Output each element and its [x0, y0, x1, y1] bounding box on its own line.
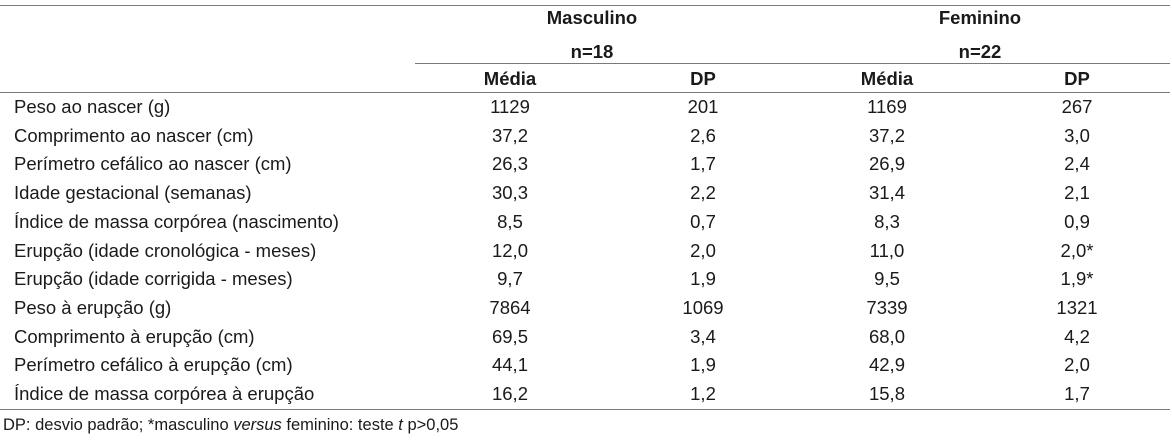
table-cell: 1,7	[1064, 383, 1090, 404]
table-cell: 1,9*	[1060, 268, 1094, 290]
table-cell: 3,4	[690, 325, 716, 347]
table-cell: 267	[1061, 96, 1093, 117]
table-cell: 9,5	[874, 268, 900, 290]
row-label: Índice de massa corpórea à erupção	[14, 383, 315, 404]
table-cell: 201	[687, 96, 719, 117]
col-header-dp-masc: DP	[690, 68, 716, 89]
table-footnote: DP: desvio padrão; *masculino versus fem…	[3, 414, 458, 436]
row-label: Peso à erupção (g)	[14, 296, 172, 318]
footnote-text: p>0,05	[402, 416, 459, 434]
table-cell: 30,3	[491, 182, 528, 204]
table-cell: 37,2	[491, 124, 528, 146]
col-header-media-fem: Média	[860, 68, 914, 89]
row-label: Comprimento à erupção (cm)	[14, 325, 255, 347]
table-cell: 4,2	[1064, 325, 1090, 347]
table-cell: 68,0	[868, 325, 905, 347]
table-cell: 69,5	[491, 325, 528, 347]
table-cell: 26,3	[491, 153, 528, 175]
table-cell: 1,7	[690, 153, 716, 175]
table-cell: 3,0	[1064, 124, 1090, 146]
group-header-feminino: Feminino	[938, 7, 1022, 28]
group-rule	[415, 63, 1170, 64]
table-bottom-rule	[0, 409, 1170, 410]
footnote-text: feminino: teste	[281, 416, 399, 434]
group-n-masculino: n=18	[570, 41, 614, 62]
table-cell: 11,0	[869, 239, 905, 261]
table-cell: 1,2	[690, 383, 716, 404]
table-cell: 0,9	[1064, 210, 1090, 232]
table-cell: 2,1	[1064, 182, 1090, 204]
table-cell: 0,7	[690, 210, 716, 232]
table-cell: 2,6	[690, 124, 716, 146]
table-cell: 2,4	[1064, 153, 1090, 175]
table-cell: 1,9	[690, 268, 716, 290]
table-cell: 1069	[682, 296, 724, 318]
header-rule	[0, 92, 1170, 93]
col-header-media-masc: Média	[483, 68, 537, 89]
group-header-masculino: Masculino	[546, 7, 638, 28]
row-label: Peso ao nascer (g)	[14, 96, 171, 117]
row-label: Erupção (idade cronológica - meses)	[14, 239, 317, 261]
row-label: Perímetro cefálico ao nascer (cm)	[14, 153, 292, 175]
table-cell: 7864	[489, 296, 531, 318]
group-n-feminino: n=22	[958, 41, 1002, 62]
table-cell: 44,1	[491, 354, 528, 376]
row-label: Erupção (idade corrigida - meses)	[14, 268, 293, 290]
data-table: Masculino n=18 Feminino n=22 Média DP Mé…	[0, 5, 1170, 410]
table-cell: 7339	[866, 296, 908, 318]
footnote-italic-versus: versus	[233, 416, 282, 434]
table-cell: 42,9	[868, 354, 905, 376]
table-cell: 16,2	[491, 383, 528, 404]
table-cell: 8,5	[497, 210, 523, 232]
table-cell: 37,2	[868, 124, 905, 146]
table-cell: 2,0	[1064, 354, 1090, 376]
footnote-italic-t: t	[398, 416, 403, 434]
table-cell: 1321	[1056, 296, 1098, 318]
row-label: Idade gestacional (semanas)	[14, 182, 252, 204]
table-cell: 2,0*	[1060, 239, 1094, 261]
row-label: Perímetro cefálico à erupção (cm)	[14, 354, 293, 376]
table-cell: 8,3	[874, 210, 900, 232]
table-cell: 26,9	[868, 153, 905, 175]
table-top-rule	[0, 5, 1170, 6]
table-cell: 2,0	[690, 239, 716, 261]
table-cell: 2,2	[690, 182, 716, 204]
table-cell: 9,7	[497, 268, 523, 290]
table-cell: 1,9	[690, 354, 716, 376]
table-cell: 15,8	[868, 383, 905, 404]
table-cell: 1129	[490, 96, 530, 117]
footnote-text: DP: desvio padrão; *masculino	[3, 416, 234, 434]
row-label: Comprimento ao nascer (cm)	[14, 124, 254, 146]
table-cell: 12,0	[491, 239, 528, 261]
table-cell: 1169	[867, 96, 907, 117]
row-label: Índice de massa corpórea (nascimento)	[14, 210, 339, 232]
col-header-dp-fem: DP	[1064, 68, 1090, 89]
table-cell: 31,4	[868, 182, 905, 204]
